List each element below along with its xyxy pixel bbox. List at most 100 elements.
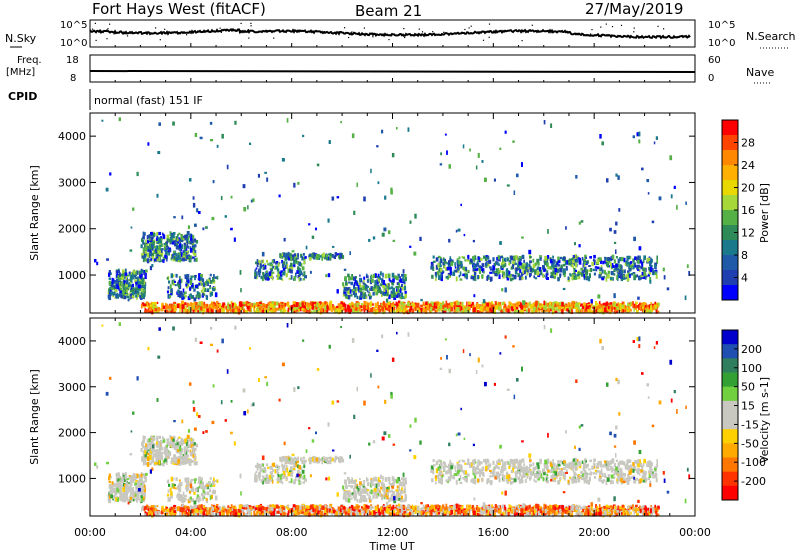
power-echo [198,309,202,314]
power-echo [339,309,342,313]
power-echo [179,308,181,313]
power-echo [145,247,148,251]
velocity-echo [199,479,202,484]
power-echo [197,310,199,313]
power-echo [193,252,197,257]
power-echo [286,257,289,260]
power-echo [326,257,328,261]
velocity-echo [276,471,280,476]
power-echo [172,232,176,235]
velocity-echo [182,496,185,499]
power-echo [172,274,175,278]
power-echo [141,293,144,298]
power-echo [569,308,573,311]
power-echo [639,275,642,280]
nsearch-label: N.Search [746,30,796,43]
power-echo [529,260,532,264]
power-echo [531,309,534,314]
power-echo [614,302,617,307]
power-echo [126,274,129,277]
power-echo [182,288,185,293]
velocity-echo [152,436,156,441]
power-echo [402,269,405,274]
power-echo [268,271,272,277]
power-echo [564,260,567,265]
power-echo [302,278,305,281]
power-echo [498,274,501,279]
power-echo [448,164,451,169]
power-echo [637,259,640,264]
velocity-echo [141,456,144,462]
nsky-point [490,30,492,32]
power-echo [358,306,361,310]
velocity-echo [179,462,182,466]
power-echo [621,309,623,312]
power-echo [205,294,208,298]
power-echo [583,261,587,265]
power-echo [144,246,147,251]
power-echo [600,307,604,310]
power-echo [142,242,145,245]
power-echo [654,271,657,275]
power-echo [502,308,505,314]
power-echo [467,254,470,260]
velocity-echo [187,445,190,448]
power-echo [286,302,290,305]
power-echo [125,283,128,287]
power-echo [178,243,182,248]
power-echo [172,240,176,243]
power-echo [151,301,155,306]
power-echo [140,244,143,249]
nsky-tick-bottom: 10^0 [60,38,87,49]
velocity-echo [159,439,162,443]
velocity-echo [382,476,384,481]
power-echo [420,298,423,302]
power-echo [512,260,516,266]
power-echo [118,277,121,282]
power-echo [606,257,609,262]
velocity-echo [198,479,201,485]
power-echo [119,287,123,291]
power-echo [501,301,505,306]
power-echo [440,272,443,277]
power-echo [522,300,526,306]
power-echo [465,274,468,278]
power-echo [353,282,356,287]
velocity-echo [346,490,349,494]
velocity-echo [269,477,272,482]
power-echo [171,241,175,245]
power-echo [641,167,644,171]
power-echo [192,305,195,310]
power-echo [304,301,307,307]
colorbar-segment [722,270,738,286]
power-echo [298,268,301,271]
power-echo [401,281,405,284]
power-echo [363,300,366,305]
power-echo [522,269,526,274]
power-echo [637,255,640,260]
power-echo [562,287,566,291]
power-echo [357,288,360,292]
power-echo [478,268,482,273]
power-echo [556,272,558,276]
power-echo [283,269,286,274]
power-echo [275,301,279,306]
power-echo [489,268,493,271]
power-echo [303,261,306,265]
velocity-echo [396,485,400,489]
velocity-echo [363,480,366,484]
power-echo [650,302,652,305]
power-echo [535,262,537,266]
velocity-echo [367,481,370,485]
velocity-echo [163,446,166,451]
power-echo [431,305,434,309]
power-echo [475,263,478,267]
power-echo [628,304,631,307]
power-echo [598,305,602,310]
velocity-echo [372,490,375,495]
power-echo [315,253,319,258]
power-echo [508,262,511,266]
velocity-echo [175,477,178,481]
nsky-trace [89,22,691,42]
power-echo [629,265,633,270]
